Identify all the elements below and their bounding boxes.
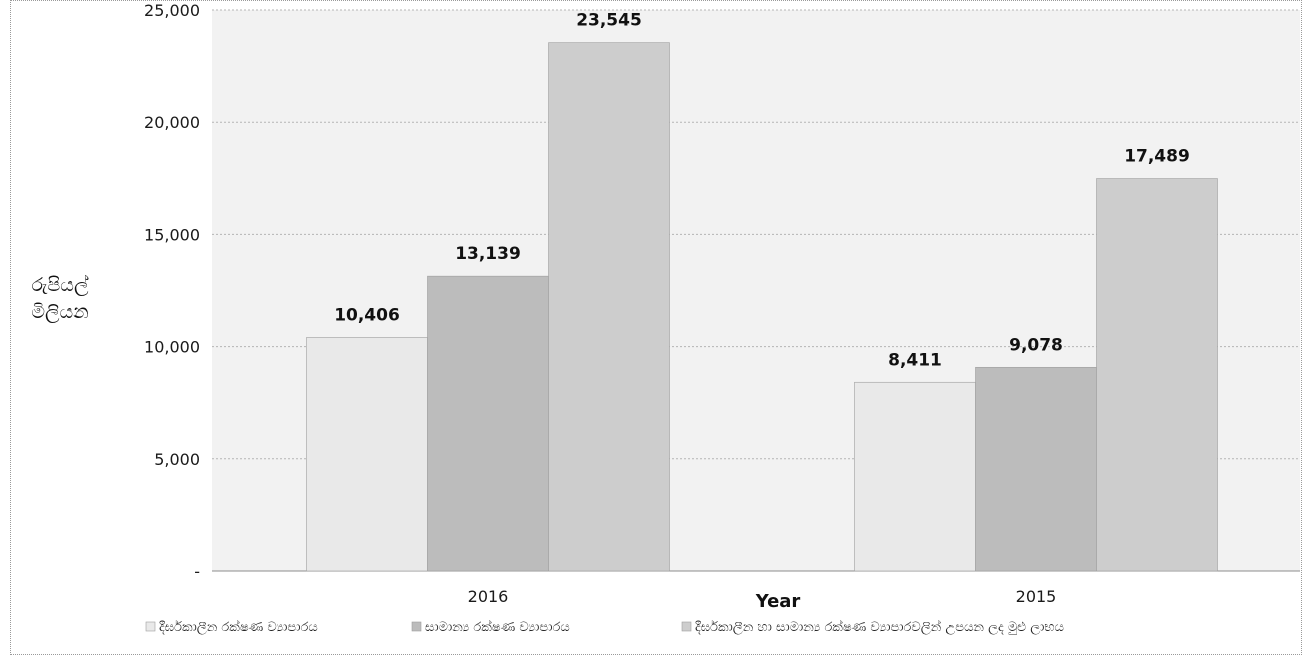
bar-value-label: 17,489 bbox=[1124, 147, 1190, 167]
bar bbox=[306, 337, 428, 572]
y-tick-label: 20,000 bbox=[144, 113, 200, 132]
bar bbox=[427, 275, 549, 572]
legend-label: දීර්ඝකාලීන හා සාමාන්‍ය රක්ෂණ ව්‍යාපාරවලි… bbox=[695, 619, 1064, 635]
y-tick-label: 25,000 bbox=[144, 1, 200, 20]
bar-value-label: 23,545 bbox=[576, 11, 642, 31]
legend-label: දීර්ඝකාලීන රක්ෂණ ව්‍යාපාරය bbox=[159, 619, 318, 635]
chart-frame bbox=[10, 0, 1302, 655]
data-labels: 10,406 13,139 23,545 8,411 9,078 17,489 bbox=[334, 11, 1190, 371]
y-axis: - 5,000 10,000 15,000 20,000 25,000 bbox=[144, 1, 200, 581]
bar-value-label: 10,406 bbox=[334, 305, 400, 325]
y-tick-label: 10,000 bbox=[144, 338, 200, 357]
y-axis-title-line-1: රුපියල් bbox=[32, 274, 89, 296]
legend: දීර්ඝකාලීන රක්ෂණ ව්‍යාපාරය සාමාන්‍ය රක්ෂණ… bbox=[145, 619, 1064, 635]
bar bbox=[1096, 178, 1218, 572]
x-tick-label: 2015 bbox=[1016, 587, 1057, 606]
legend-swatch bbox=[145, 621, 156, 632]
x-tick-label: 2016 bbox=[468, 587, 509, 606]
bar-value-label: 8,411 bbox=[888, 350, 942, 370]
x-axis-title: Year bbox=[755, 591, 801, 612]
y-tick-label: - bbox=[194, 562, 200, 581]
legend-swatch bbox=[681, 621, 692, 632]
legend-swatch bbox=[411, 621, 422, 632]
x-axis: 2016 2015 bbox=[468, 587, 1057, 606]
bar bbox=[548, 42, 670, 572]
bar-value-label: 13,139 bbox=[455, 244, 521, 264]
y-axis-title-line-2: මිලියන bbox=[31, 301, 88, 323]
y-tick-label: 5,000 bbox=[154, 450, 200, 469]
bar bbox=[854, 381, 976, 572]
legend-label: සාමාන්‍ය රක්ෂණ ව්‍යාපාරය bbox=[425, 619, 570, 635]
y-tick-label: 15,000 bbox=[144, 225, 200, 244]
bar-value-label: 9,078 bbox=[1009, 335, 1063, 355]
bars bbox=[306, 42, 1218, 572]
bar bbox=[975, 366, 1097, 572]
